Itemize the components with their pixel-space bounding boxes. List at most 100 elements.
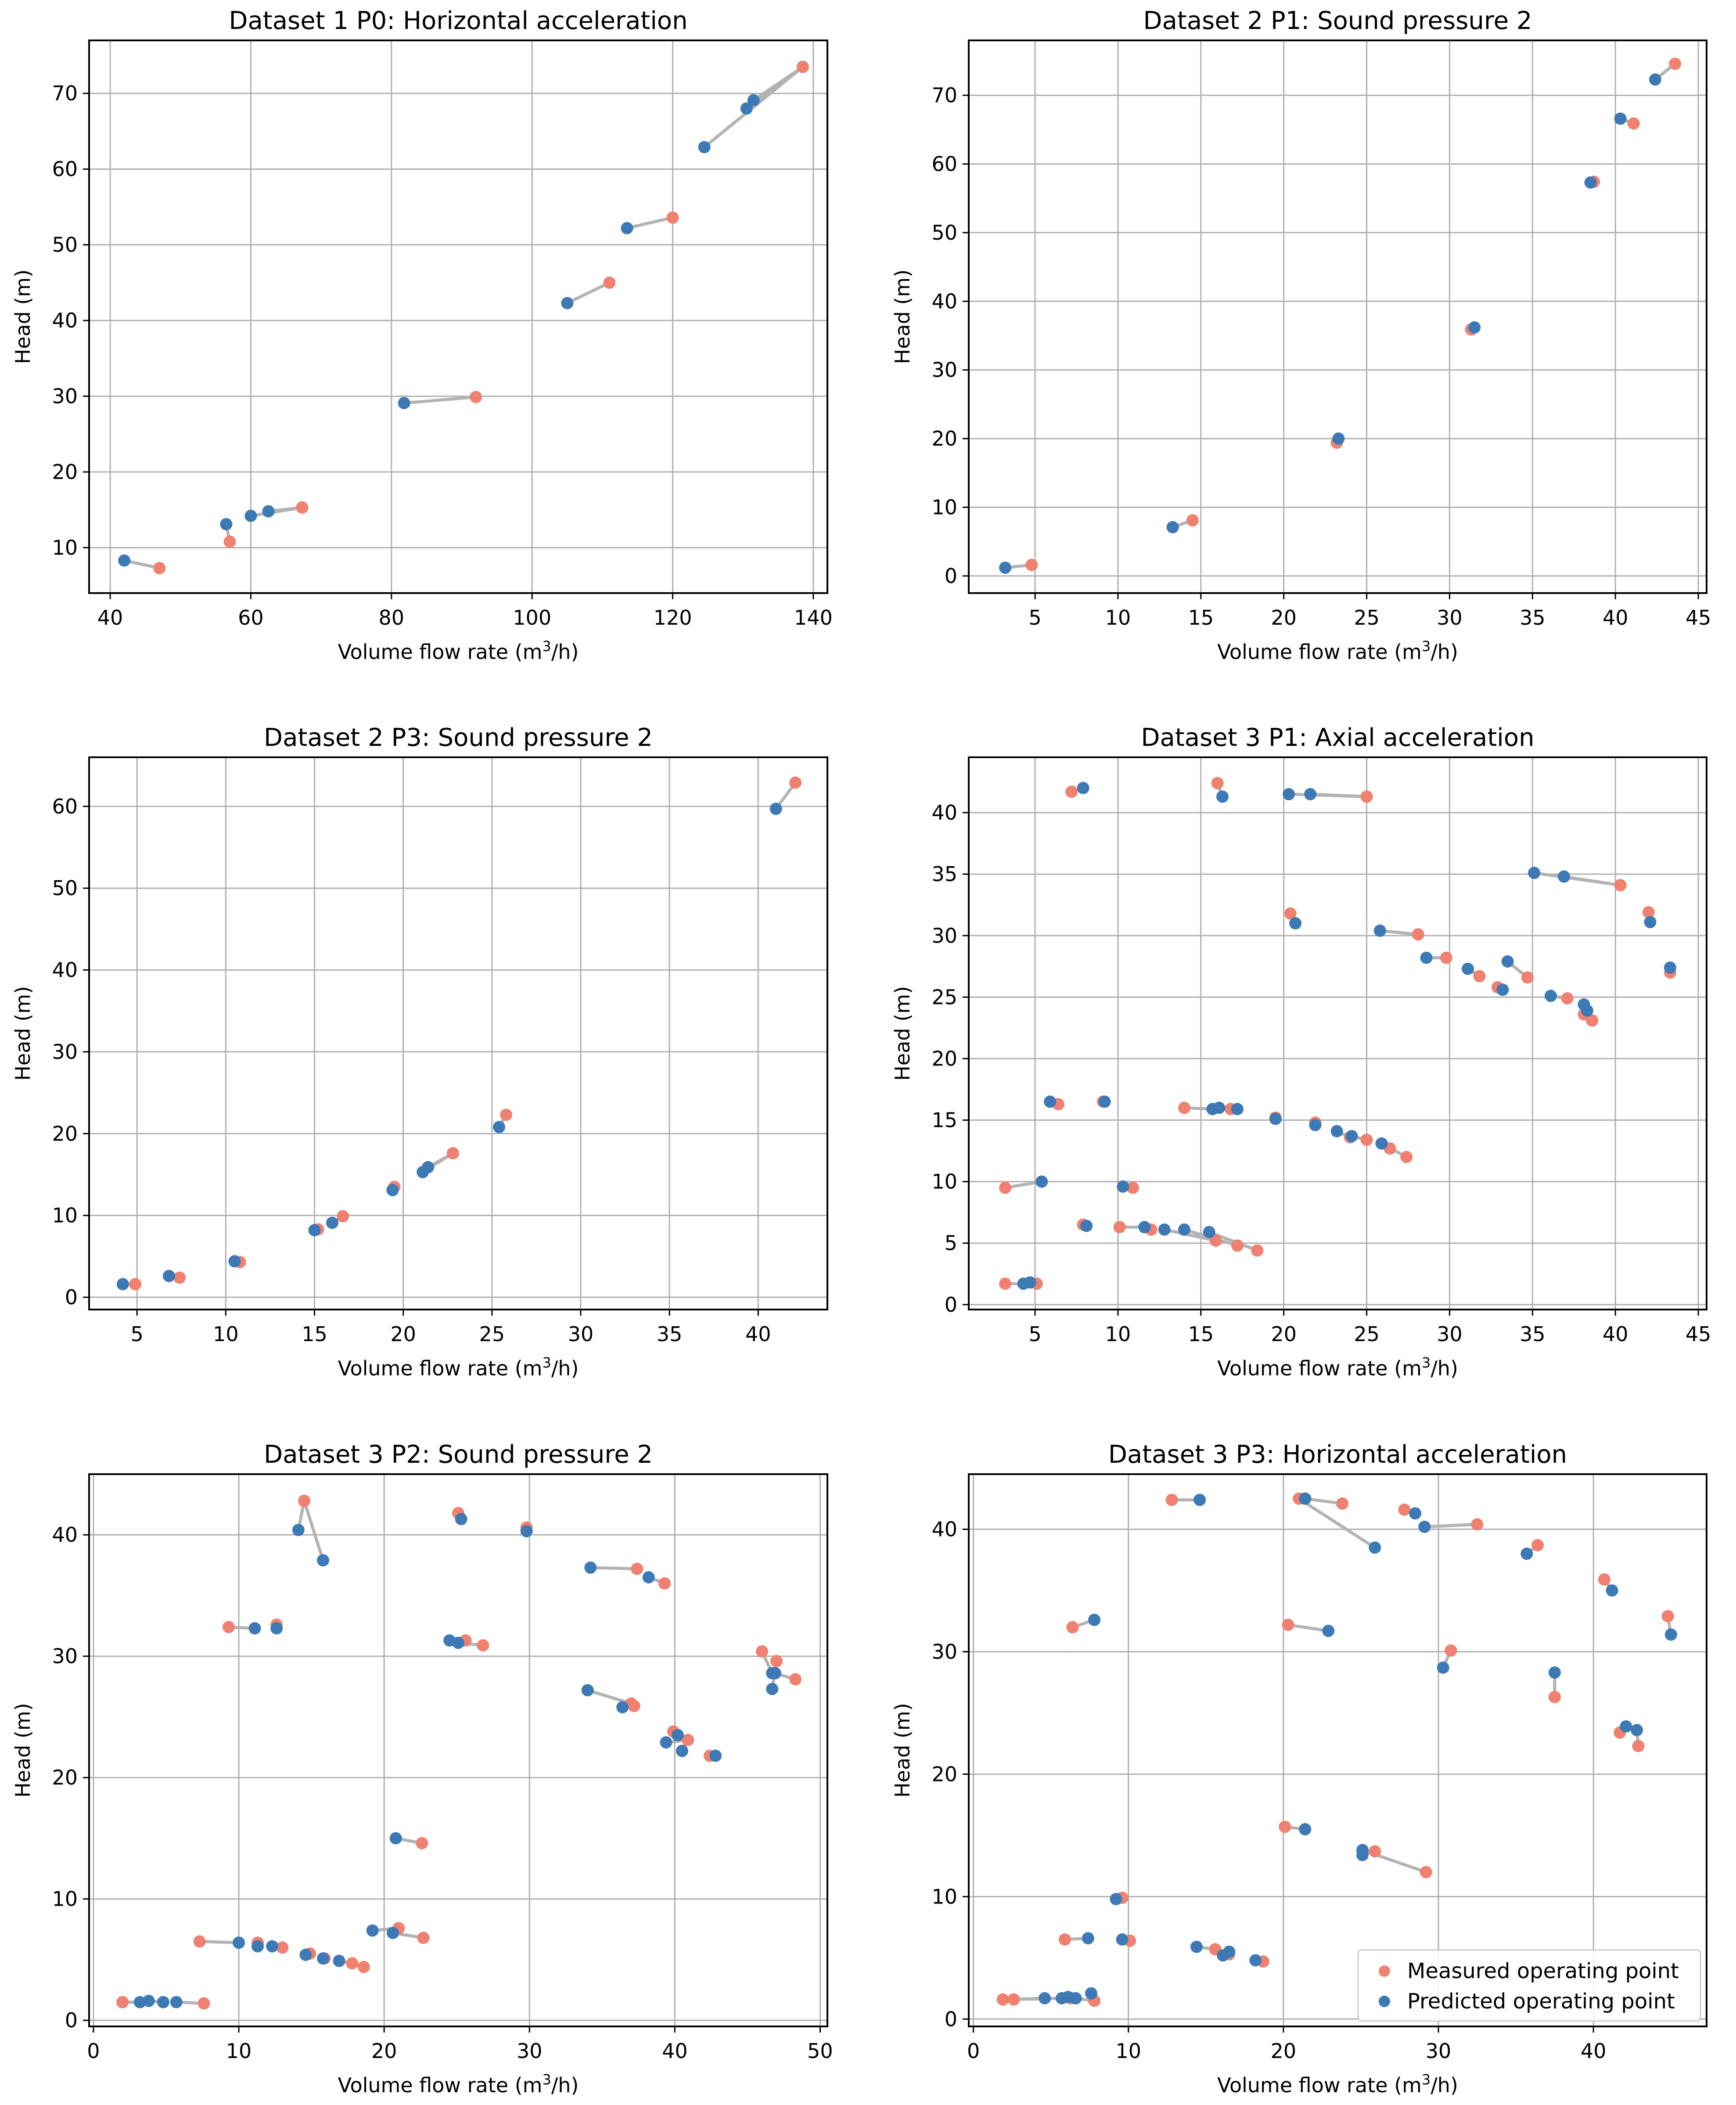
predicted-point bbox=[616, 1701, 629, 1713]
measured-point bbox=[1065, 785, 1078, 798]
predicted-point bbox=[248, 1622, 261, 1635]
measured-point bbox=[198, 1997, 210, 2010]
measured-point bbox=[682, 1734, 694, 1746]
measured-point bbox=[789, 776, 802, 789]
predicted-point bbox=[1098, 1095, 1111, 1108]
y-tick-label: 5 bbox=[945, 1231, 957, 1255]
predicted-point bbox=[1462, 962, 1474, 975]
x-tick-label: 120 bbox=[654, 606, 692, 630]
predicted-point bbox=[621, 222, 633, 234]
pair-connector-line bbox=[752, 65, 805, 102]
axes-frame bbox=[968, 1473, 1707, 2027]
predicted-point bbox=[118, 554, 131, 567]
chart-title: Dataset 3 P1: Axial acceleration bbox=[1141, 723, 1534, 752]
predicted-point bbox=[244, 510, 257, 522]
measured-point bbox=[628, 1700, 640, 1713]
predicted-point bbox=[1088, 1613, 1101, 1626]
y-tick-label: 20 bbox=[931, 427, 957, 450]
predicted-point bbox=[270, 1622, 283, 1635]
measured-point bbox=[1445, 1644, 1457, 1657]
measured-point bbox=[996, 1993, 1009, 2006]
predicted-point bbox=[326, 1216, 338, 1229]
y-tick-label: 0 bbox=[945, 1293, 957, 1317]
x-tick-label: 60 bbox=[238, 606, 264, 630]
predicted-point bbox=[252, 1940, 264, 1953]
legend-predicted-label: Predicted operating point bbox=[1407, 1989, 1675, 2014]
predicted-point bbox=[455, 1513, 467, 1526]
measured-point bbox=[1284, 907, 1297, 920]
measured-point bbox=[129, 1278, 142, 1291]
y-axis-label: Head (m) bbox=[11, 986, 35, 1081]
predicted-point bbox=[1193, 1493, 1206, 1506]
measured-point bbox=[222, 1621, 235, 1634]
predicted-point bbox=[584, 1561, 597, 1574]
measured-point bbox=[500, 1108, 513, 1121]
y-tick-label: 40 bbox=[931, 289, 957, 313]
x-tick-label: 30 bbox=[1426, 2039, 1452, 2063]
measured-point bbox=[756, 1645, 769, 1658]
pair-connector-line bbox=[403, 395, 478, 405]
y-tick-label: 10 bbox=[52, 536, 78, 560]
x-tick-label: 40 bbox=[97, 606, 123, 630]
predicted-point bbox=[262, 505, 275, 518]
x-tick-label: 5 bbox=[131, 1322, 144, 1346]
predicted-point bbox=[1322, 1625, 1335, 1637]
measured-point bbox=[1231, 1239, 1244, 1252]
chart-panel-2: 5 10 15 20 25 30 35 40 45 0 10 20 30 40 50 60 70 Dataset … bbox=[891, 7, 1711, 664]
predicted-point bbox=[561, 297, 574, 309]
predicted-point bbox=[671, 1729, 684, 1742]
measured-point bbox=[999, 1277, 1012, 1290]
predicted-point bbox=[1203, 1226, 1215, 1238]
measured-point bbox=[337, 1210, 349, 1223]
predicted-point bbox=[422, 1161, 435, 1173]
measured-point bbox=[173, 1271, 186, 1284]
axes-frame bbox=[88, 756, 828, 1310]
y-tick-label: 20 bbox=[931, 1047, 957, 1070]
y-tick-label: 20 bbox=[52, 460, 78, 484]
predicted-point bbox=[366, 1924, 379, 1937]
pair-connector-line bbox=[589, 1566, 639, 1571]
measured-point bbox=[1126, 1181, 1139, 1194]
predicted-point bbox=[520, 1525, 533, 1537]
predicted-point bbox=[1332, 432, 1345, 445]
predicted-point bbox=[1614, 112, 1627, 125]
y-tick-label: 15 bbox=[931, 1108, 957, 1132]
predicted-point bbox=[386, 1184, 399, 1196]
predicted-point bbox=[452, 1637, 464, 1649]
predicted-point bbox=[999, 561, 1012, 574]
measured-point bbox=[1561, 992, 1574, 1005]
legend-predicted-marker bbox=[1379, 1996, 1390, 2007]
y-axis-label: Head (m) bbox=[11, 270, 35, 364]
predicted-point bbox=[116, 1278, 129, 1291]
predicted-point bbox=[1080, 1220, 1093, 1232]
measured-point bbox=[416, 1837, 428, 1850]
y-tick-label: 40 bbox=[931, 801, 957, 824]
y-tick-label: 10 bbox=[931, 1885, 957, 1908]
predicted-point bbox=[142, 1994, 155, 2007]
x-tick-label: 10 bbox=[1115, 2039, 1141, 2063]
y-tick-label: 0 bbox=[945, 2007, 957, 2031]
chart-title: Dataset 1 P0: Horizontal acceleration bbox=[229, 7, 687, 35]
predicted-point bbox=[220, 518, 233, 531]
predicted-point bbox=[1069, 1992, 1082, 2004]
predicted-point bbox=[333, 1954, 345, 1967]
pair-connector-line bbox=[302, 1499, 325, 1562]
pair-connector-line bbox=[1297, 1497, 1377, 1549]
predicted-point bbox=[308, 1224, 321, 1237]
measured-point bbox=[1598, 1573, 1610, 1586]
axes-frame bbox=[968, 40, 1707, 594]
x-tick-label: 0 bbox=[967, 2039, 980, 2063]
x-tick-label: 100 bbox=[513, 606, 551, 630]
predicted-point bbox=[387, 1927, 399, 1939]
predicted-point bbox=[740, 102, 753, 115]
measured-point bbox=[1058, 1933, 1071, 1946]
predicted-point bbox=[769, 802, 782, 815]
y-tick-label: 60 bbox=[52, 157, 78, 181]
measured-point bbox=[446, 1147, 459, 1160]
predicted-point bbox=[299, 1948, 312, 1961]
pair-connector-line bbox=[1003, 1180, 1043, 1190]
measured-point bbox=[603, 276, 616, 289]
measured-point bbox=[1420, 1866, 1432, 1878]
y-axis-label: Head (m) bbox=[891, 270, 914, 364]
x-axis-label: Volume flow rate (m3/h) bbox=[338, 638, 579, 664]
